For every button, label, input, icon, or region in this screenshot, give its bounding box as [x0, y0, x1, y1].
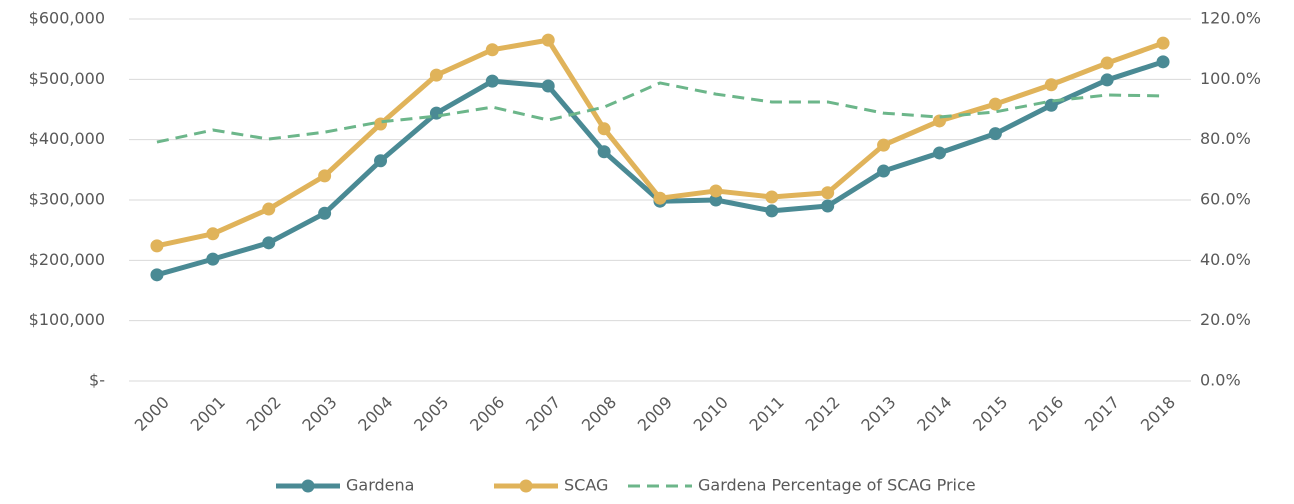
point: [1100, 73, 1114, 87]
y2-tick-label: 80.0%: [1200, 129, 1251, 148]
x-tick-label: 2003: [298, 393, 340, 435]
x-tick-label: 2015: [969, 393, 1011, 435]
y2-tick-label: 120.0%: [1200, 9, 1261, 28]
point: [877, 164, 891, 178]
point: [429, 106, 443, 120]
y-tick-label: $300,000: [29, 190, 105, 209]
x-tick-label: 2006: [466, 393, 508, 435]
point: [485, 43, 499, 57]
y2-tick-label: 60.0%: [1200, 190, 1251, 209]
x-tick-label: 2002: [243, 393, 285, 435]
y-tick-label: $400,000: [29, 129, 105, 148]
series-line: [156, 59, 1164, 278]
series-line: [156, 81, 1164, 144]
point: [877, 138, 891, 152]
point: [821, 199, 835, 213]
point: [709, 184, 723, 198]
point: [374, 154, 388, 168]
point: [262, 236, 276, 250]
x-tick-label: 2005: [410, 393, 452, 435]
point: [932, 146, 946, 160]
point: [988, 127, 1002, 141]
point: [1156, 55, 1170, 69]
point: [709, 193, 723, 207]
y-tick-label: $200,000: [29, 250, 105, 269]
y-tick-label: $100,000: [29, 310, 105, 329]
x-tick-label: 2008: [578, 393, 620, 435]
legend-label: SCAG: [564, 476, 608, 495]
x-tick-label: 2001: [187, 393, 229, 435]
legend-label: Gardena Percentage of SCAG Price: [698, 476, 976, 495]
x-tick-label: 2016: [1025, 393, 1067, 435]
y2-tick-label: 40.0%: [1200, 250, 1251, 269]
point: [597, 122, 611, 136]
point: [988, 97, 1002, 111]
point: [206, 227, 220, 241]
y-tick-label: $500,000: [29, 69, 105, 88]
point: [541, 79, 555, 93]
y-tick-label: $600,000: [29, 9, 105, 28]
point: [318, 169, 332, 183]
point: [1156, 36, 1170, 50]
series-line: [156, 37, 1164, 249]
x-tick-label: 2007: [522, 393, 564, 435]
x-tick-label: 2018: [1137, 393, 1179, 435]
point: [821, 186, 835, 200]
point: [150, 268, 164, 282]
x-tick-label: 2011: [746, 393, 788, 435]
x-tick-label: 2013: [857, 393, 899, 435]
point: [262, 202, 276, 216]
point: [206, 252, 220, 266]
point: [374, 117, 388, 131]
point: [541, 33, 555, 47]
point: [597, 145, 611, 159]
x-tick-label: 2012: [801, 393, 843, 435]
point: [765, 204, 779, 218]
x-tick-label: 2014: [913, 393, 955, 435]
point: [318, 206, 332, 220]
y2-tick-label: 0.0%: [1200, 371, 1241, 390]
y-tick-label: $-: [89, 371, 105, 390]
legend-label: Gardena: [346, 476, 414, 495]
point: [653, 191, 667, 205]
y2-tick-label: 100.0%: [1200, 69, 1261, 88]
x-tick-label: 2017: [1081, 393, 1123, 435]
x-tick-label: 2009: [634, 393, 676, 435]
x-tick-label: 2000: [131, 393, 173, 435]
point: [1100, 56, 1114, 70]
x-tick-label: 2010: [690, 393, 732, 435]
legend-marker: [301, 479, 315, 493]
point: [150, 239, 164, 253]
legend-marker: [519, 479, 533, 493]
point: [1044, 78, 1058, 92]
point: [485, 74, 499, 88]
x-tick-label: 2004: [354, 393, 396, 435]
point: [765, 190, 779, 204]
y2-tick-label: 20.0%: [1200, 310, 1251, 329]
point: [429, 68, 443, 82]
